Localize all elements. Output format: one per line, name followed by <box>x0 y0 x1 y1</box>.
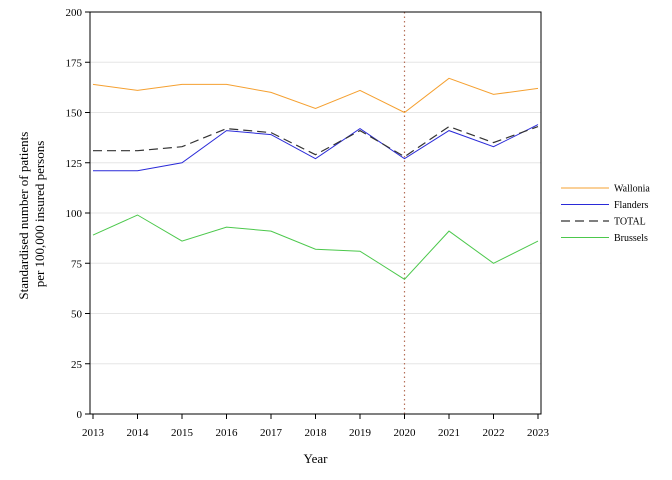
y-tick-label: 50 <box>71 309 83 321</box>
x-tick-label: 2014 <box>127 427 150 439</box>
x-tick-label: 2017 <box>260 427 283 439</box>
y-axis-title: Standardised number of patients per 100,… <box>16 128 47 299</box>
x-tick-label: 2023 <box>527 427 550 439</box>
legend-label-total: TOTAL <box>614 217 646 228</box>
y-axis-title-line-2: per 100,000 insured persons <box>32 141 47 288</box>
x-tick-label: 2018 <box>305 427 328 439</box>
series-line-total <box>93 125 539 158</box>
y-tick-label: 100 <box>66 208 83 220</box>
legend-label-flanders: Flanders <box>614 200 649 211</box>
x-tick-label: 2019 <box>349 427 372 439</box>
x-tick-label: 2013 <box>82 427 105 439</box>
y-tick-label: 150 <box>66 108 83 120</box>
x-tick-label: 2015 <box>171 427 194 439</box>
y-axis-title-line-1: Standardised number of patients <box>16 132 31 300</box>
series-line-brussels <box>92 214 539 280</box>
y-tick-label: 175 <box>66 57 83 69</box>
y-tick-label: 75 <box>71 258 83 270</box>
legend-label-wallonia: Wallonia <box>614 184 650 195</box>
y-tick-label: 125 <box>66 158 83 170</box>
gridlines <box>90 11 541 415</box>
y-tick-label: 200 <box>66 7 83 19</box>
series-line-flanders <box>93 124 539 172</box>
y-tick-label: 0 <box>77 409 83 421</box>
y-axis-ticks: 0 25 50 75 100 125 150 175 200 <box>66 7 90 421</box>
x-tick-label: 2016 <box>216 427 239 439</box>
x-axis-ticks: 2013 2014 2015 2016 2017 2018 2019 2020 2021 2022… <box>82 414 550 439</box>
legend-label-brussels: Brussels <box>614 233 648 244</box>
y-tick-label: 25 <box>71 359 83 371</box>
series-layer <box>92 77 539 280</box>
x-axis-title: Year <box>304 451 329 466</box>
series-line-wallonia <box>92 77 539 114</box>
x-tick-label: 2021 <box>438 427 460 439</box>
x-tick-label: 2020 <box>394 427 417 439</box>
legend: Wallonia Flanders TOTAL Brussels <box>561 184 650 244</box>
x-tick-label: 2022 <box>483 427 505 439</box>
